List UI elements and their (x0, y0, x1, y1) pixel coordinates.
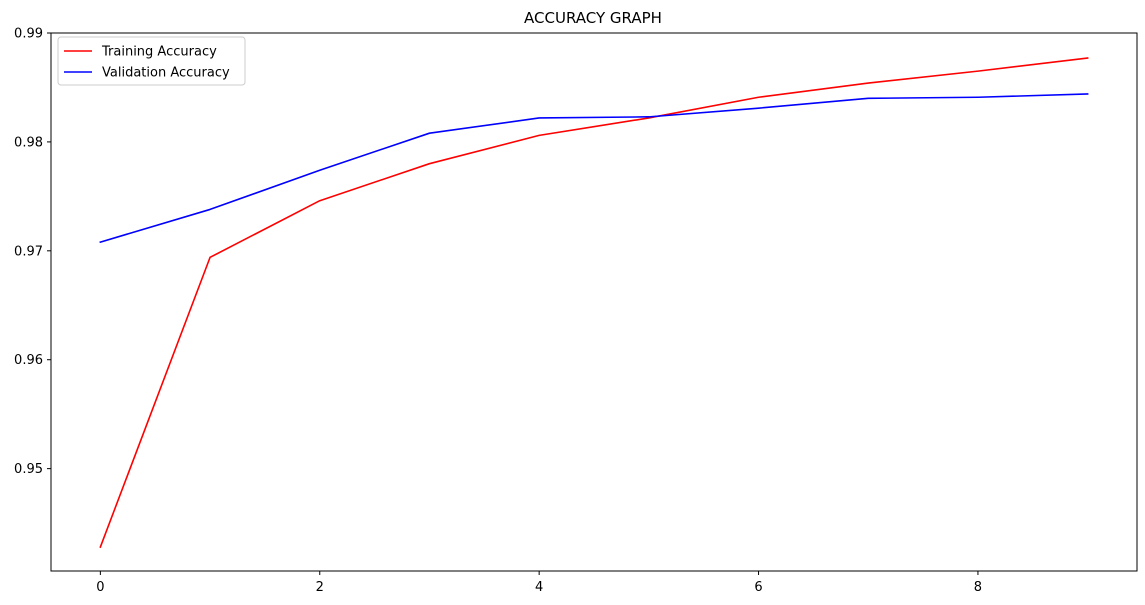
chart-title: ACCURACY GRAPH (524, 9, 662, 27)
x-tick-label: 2 (316, 580, 324, 595)
x-tick-label: 0 (96, 580, 104, 595)
legend-box (57, 36, 246, 86)
legend: Training Accuracy Validation Accuracy (57, 36, 246, 86)
x-tick-label: 4 (535, 580, 543, 595)
y-tick-label: 0.98 (14, 135, 43, 150)
legend-entry-label: Validation Accuracy (102, 66, 230, 81)
y-tick-label: 0.97 (14, 244, 43, 259)
x-tick-label: 8 (974, 580, 982, 595)
series-line-validation-accuracy (99, 93, 1089, 244)
x-tick-label: 6 (754, 580, 762, 595)
legend-entry-label: Training Accuracy (101, 45, 217, 60)
y-tick-label: 0.95 (14, 462, 43, 477)
y-tick-label: 0.99 (14, 27, 43, 42)
axis-ticks: 0 2 4 6 8 0.95 0.96 0.97 0.98 0.99 (14, 27, 982, 596)
plot-area-frame (50, 32, 1138, 572)
y-tick-label: 0.96 (14, 353, 43, 368)
series-line-training-accuracy (99, 57, 1089, 549)
series-lines (99, 57, 1089, 549)
